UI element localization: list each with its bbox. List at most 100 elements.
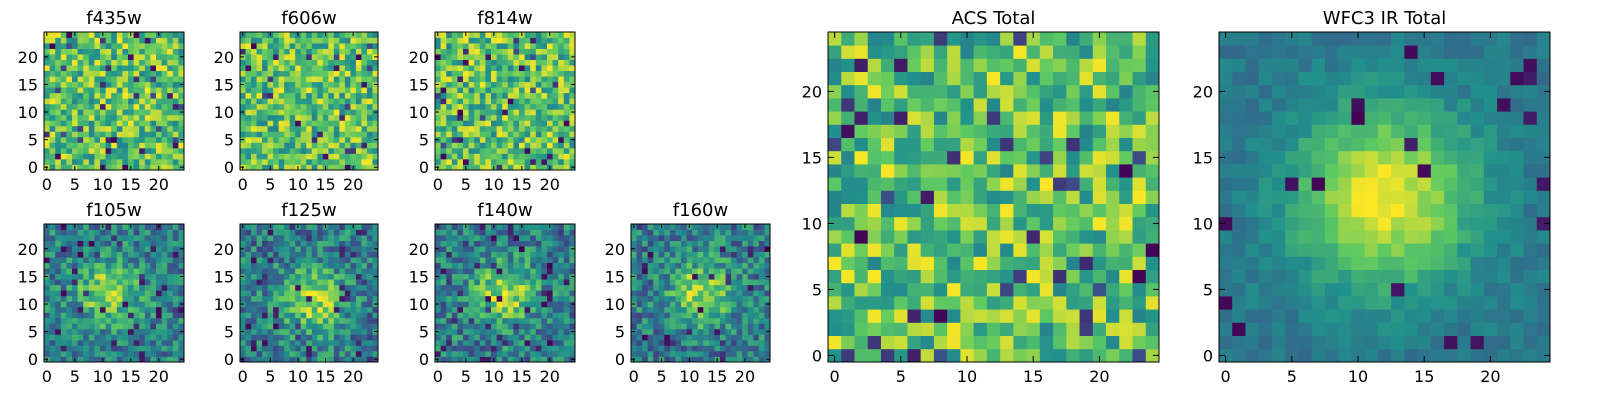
heatmap-cell: [361, 224, 368, 230]
heatmap-cell: [714, 279, 721, 286]
heatmap-cell: [94, 92, 101, 99]
heatmap-cell: [563, 32, 570, 38]
heatmap-cell: [66, 54, 73, 60]
heatmap-cell: [664, 251, 671, 258]
heatmap-cell: [161, 290, 168, 297]
heatmap-cell: [463, 323, 469, 330]
heatmap-cell: [496, 224, 503, 230]
heatmap-cell: [339, 142, 346, 149]
heatmap-cell: [161, 339, 168, 346]
heatmap-cell: [468, 328, 475, 335]
heatmap-cell: [854, 150, 869, 165]
heatmap-cell: [317, 43, 324, 49]
heatmap-cell: [1092, 203, 1107, 218]
heatmap-cell: [507, 240, 514, 247]
heatmap-cell: [262, 153, 268, 160]
heatmap-cell: [77, 142, 84, 149]
heatmap-cell: [708, 262, 715, 269]
heatmap-cell: [122, 87, 129, 94]
heatmap-cell: [496, 323, 503, 330]
heatmap-cell: [973, 269, 988, 284]
heatmap-cell: [100, 142, 106, 149]
heatmap-cell: [344, 317, 351, 324]
heatmap-cell: [100, 246, 106, 252]
heatmap-cell: [77, 312, 84, 319]
heatmap-cell: [111, 81, 118, 88]
heatmap-cell: [563, 103, 570, 110]
heatmap-cell: [105, 48, 112, 55]
heatmap-cell: [273, 246, 280, 252]
heatmap-cell: [446, 92, 453, 99]
heatmap-cell: [240, 279, 246, 286]
heatmap-cell: [105, 279, 112, 286]
heatmap-cell: [83, 328, 90, 335]
heatmap-cell: [558, 98, 565, 105]
heatmap-cell: [355, 103, 362, 110]
heatmap-cell: [172, 240, 179, 247]
heatmap-cell: [344, 235, 351, 241]
heatmap-cell: [719, 306, 726, 313]
heatmap-cell: [289, 131, 296, 138]
heatmap-cell: [960, 296, 975, 310]
heatmap-cell: [116, 295, 123, 302]
heatmap-cell: [251, 224, 257, 230]
heatmap-cell: [1119, 177, 1133, 191]
heatmap-cell: [361, 54, 368, 60]
heatmap-cell: [747, 295, 754, 302]
heatmap-cell: [339, 87, 346, 94]
heatmap-cell: [563, 356, 570, 363]
heatmap-cell: [636, 350, 643, 357]
heatmap-cell: [105, 328, 112, 335]
heatmap-cell: [496, 48, 503, 55]
heatmap-cell: [144, 301, 151, 308]
heatmap-cell: [122, 37, 129, 44]
heatmap-cell: [479, 273, 486, 280]
heatmap-cell: [122, 142, 129, 149]
heatmap-cell: [446, 350, 453, 357]
heatmap-cell: [161, 59, 168, 66]
heatmap-cell: [273, 54, 280, 60]
heatmap-cell: [692, 339, 699, 346]
heatmap-cell: [295, 317, 302, 324]
heatmap-cell: [653, 268, 660, 275]
heatmap-cell: [647, 279, 654, 286]
heatmap-cell: [156, 59, 162, 66]
heatmap-cell: [300, 76, 307, 83]
heatmap-cell: [83, 48, 90, 55]
heatmap-cell: [507, 328, 514, 335]
panel-title: f160w: [673, 200, 728, 221]
heatmap-cell: [317, 114, 324, 121]
heatmap-cell: [100, 136, 106, 143]
x-tick-label: 10: [93, 367, 113, 386]
heatmap-cell: [541, 48, 548, 55]
heatmap-cell: [552, 142, 559, 149]
heatmap-cell: [530, 70, 537, 77]
heatmap-cell: [66, 350, 73, 357]
heatmap-cell: [284, 70, 291, 77]
heatmap-cell: [647, 273, 654, 280]
heatmap-cell: [295, 301, 302, 308]
heatmap-cell: [77, 92, 84, 99]
heatmap-cell: [366, 246, 373, 252]
heatmap-cell: [764, 224, 771, 230]
heatmap-cell: [150, 81, 157, 88]
heatmap-cell: [479, 147, 486, 154]
heatmap-cell: [111, 92, 118, 99]
heatmap-cell: [344, 339, 351, 346]
heatmap-cell: [311, 98, 318, 105]
heatmap-cell: [111, 224, 118, 230]
heatmap-cell: [273, 158, 280, 165]
heatmap-cell: [513, 142, 520, 149]
heatmap-cell: [322, 43, 329, 49]
heatmap-cell: [339, 92, 346, 99]
heatmap-cell: [496, 87, 503, 94]
heatmap-cell: [111, 98, 118, 105]
heatmap-cell: [55, 339, 62, 346]
heatmap-cell: [344, 125, 351, 132]
heatmap-cell: [139, 295, 146, 302]
heatmap-cell: [88, 284, 95, 291]
heatmap-cell: [446, 251, 453, 258]
heatmap-cell: [139, 306, 146, 313]
heatmap-cell: [474, 76, 481, 83]
heatmap-cell: [322, 334, 329, 341]
